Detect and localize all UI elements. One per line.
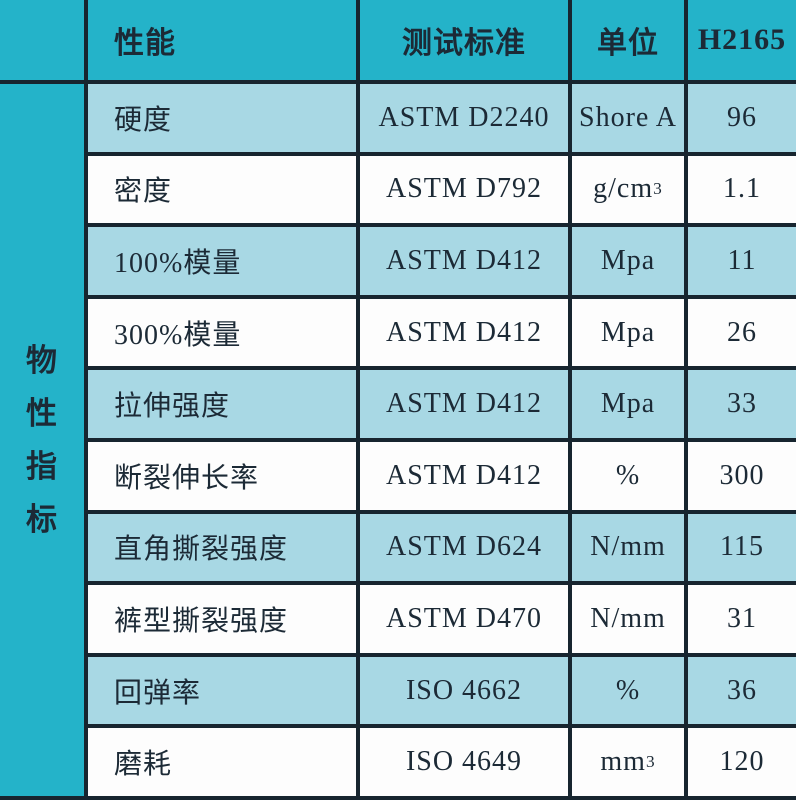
cell-unit: % [572,656,684,725]
cell-value: 26 [688,298,796,367]
side-label-physical-index: 物 性 指 标 [0,84,84,796]
header-standard: 测试标准 [360,0,568,80]
side-label-char: 物 [26,342,58,378]
cell-standard: ASTM D412 [360,441,568,510]
header-unit: 单位 [572,0,684,80]
cell-value: 115 [688,513,796,582]
cell-value: 33 [688,370,796,438]
cell-standard: ASTM D2240 [360,84,568,152]
cell-property: 300%模量 [88,298,356,367]
cell-property: 裤型撕裂强度 [88,585,356,653]
side-label-char: 性 [26,395,58,431]
cell-value: 36 [688,656,796,725]
cell-value: 31 [688,585,796,653]
cell-standard: ASTM D792 [360,155,568,224]
cell-unit: % [572,441,684,510]
cell-unit: g/cm 3 [572,155,684,224]
cell-value: 1.1 [688,155,796,224]
cell-value: 120 [688,728,796,796]
cell-standard: ASTM D624 [360,513,568,582]
cell-property: 回弹率 [88,656,356,725]
cell-standard: ASTM D412 [360,227,568,295]
cell-standard: ASTM D412 [360,298,568,367]
cell-property: 拉伸强度 [88,370,356,438]
header-property: 性能 [88,0,356,80]
cell-standard: ISO 4662 [360,656,568,725]
cell-unit: Mpa [572,227,684,295]
cell-unit: Shore A [572,84,684,152]
corner-cell [0,0,84,80]
cell-unit: mm 3 [572,728,684,796]
cell-standard: ASTM D470 [360,585,568,653]
header-grade: H2165 [688,0,796,80]
cell-unit: N/mm [572,585,684,653]
cell-property: 100%模量 [88,227,356,295]
cell-standard: ISO 4649 [360,728,568,796]
cell-property: 硬度 [88,84,356,152]
cell-unit: N/mm [572,513,684,582]
side-label-char: 指 [26,448,58,484]
cell-standard: ASTM D412 [360,370,568,438]
side-label-char: 标 [26,501,58,537]
cell-property: 磨耗 [88,728,356,796]
cell-unit: Mpa [572,370,684,438]
cell-value: 96 [688,84,796,152]
cell-value: 300 [688,441,796,510]
cell-unit: Mpa [572,298,684,367]
cell-property: 密度 [88,155,356,224]
cell-property: 直角撕裂强度 [88,513,356,582]
cell-property: 断裂伸长率 [88,441,356,510]
cell-value: 11 [688,227,796,295]
